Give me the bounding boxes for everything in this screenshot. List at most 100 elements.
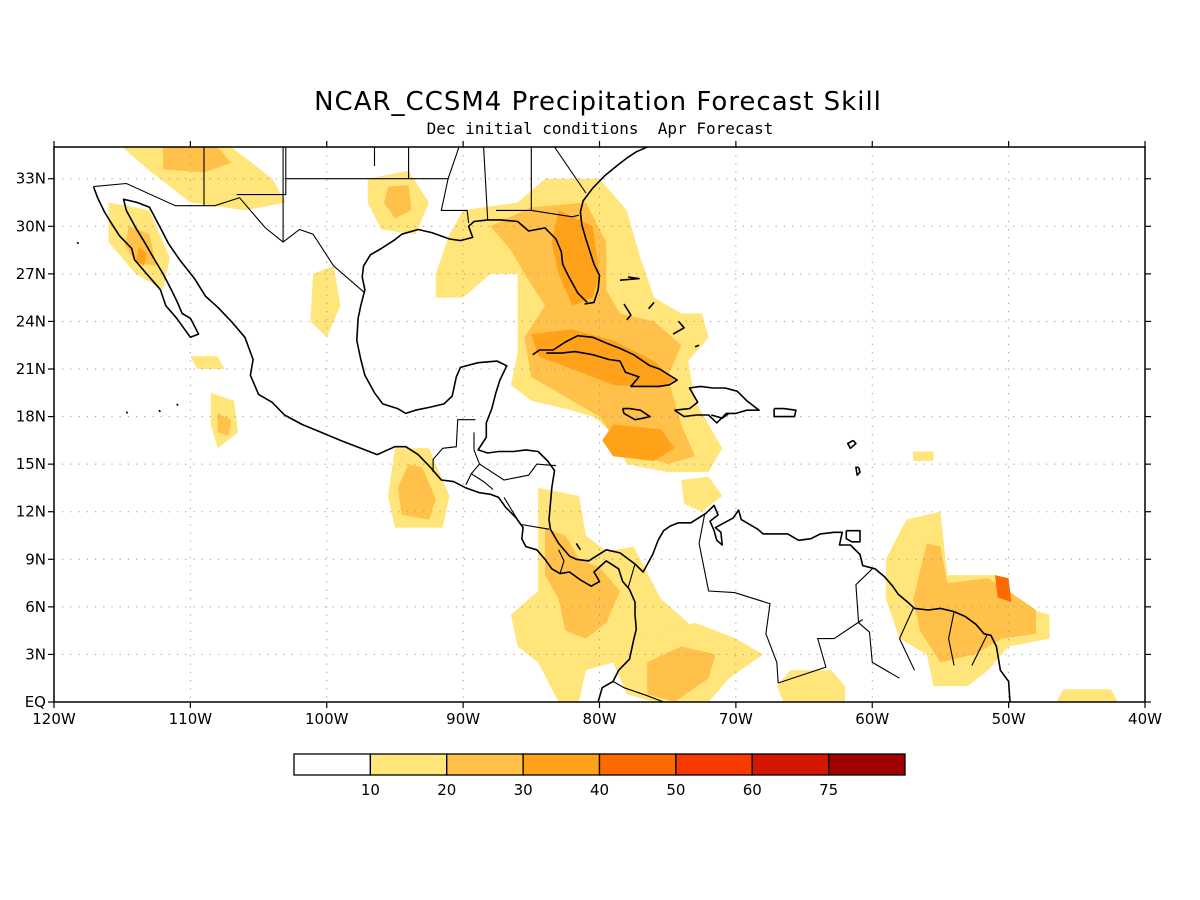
border-line <box>93 182 366 294</box>
color-legend: 10 20 30 40 50 60 75 <box>293 753 906 799</box>
coastline <box>846 439 857 450</box>
coastline <box>855 466 861 477</box>
legend-swatch <box>751 753 830 776</box>
legend-label: 60 <box>743 781 762 799</box>
skill-region <box>551 210 600 306</box>
skill-region <box>190 356 225 369</box>
border-line <box>971 635 988 666</box>
coastline <box>845 529 861 543</box>
border-line <box>483 147 489 220</box>
legend-label: 30 <box>514 781 533 799</box>
border-line <box>408 178 470 224</box>
border-line <box>948 611 955 666</box>
skill-region <box>163 147 232 173</box>
border-line <box>236 147 287 196</box>
legend-label: 75 <box>819 781 838 799</box>
skill-region <box>490 202 695 465</box>
skill-region <box>135 246 147 266</box>
skill-region <box>217 413 232 436</box>
map-subtitle: Dec initial conditions Apr Forecast <box>427 119 774 138</box>
lat-tick-label: 9N <box>25 550 46 568</box>
skill-region <box>124 226 157 266</box>
lat-tick-label: 30N <box>16 217 46 235</box>
legend-swatch <box>369 753 448 776</box>
lat-tick-label: 18N <box>16 408 46 426</box>
legend-label: 20 <box>437 781 456 799</box>
skill-region <box>397 464 436 520</box>
coastline <box>619 276 640 281</box>
skill-region <box>681 476 723 512</box>
border-line <box>479 463 556 481</box>
skill-region <box>384 185 412 219</box>
political-borders <box>93 147 988 702</box>
coastline <box>672 320 685 335</box>
skill-region <box>310 265 341 338</box>
border-line <box>855 568 900 679</box>
lat-tick-label: 21N <box>16 360 46 378</box>
coastline <box>355 219 1011 702</box>
axis-ticks: 120W 110W 100W 90W 80W 70W 60W 50W 40W EQ 3N 6N 9N 12… <box>16 141 1162 728</box>
lon-tick-label: 110W <box>169 710 213 728</box>
border-line <box>627 563 636 588</box>
border-line <box>531 209 580 218</box>
border-line <box>698 514 779 684</box>
coastline <box>647 301 655 310</box>
legend-swatch <box>675 753 753 776</box>
skill-region <box>602 424 675 461</box>
lon-tick-label: 50W <box>992 710 1026 728</box>
skill-shading <box>108 147 1118 702</box>
border-line <box>471 473 494 490</box>
skill-region <box>1056 689 1118 702</box>
border-line <box>495 147 532 211</box>
coastline <box>621 407 651 421</box>
coastline <box>176 403 179 407</box>
lon-tick-label: 90W <box>446 710 480 728</box>
lat-tick-label: 3N <box>25 645 46 663</box>
skill-region <box>647 646 716 702</box>
skill-region <box>995 575 1012 603</box>
coastline <box>158 409 162 413</box>
legend-label: 50 <box>666 781 685 799</box>
border-line <box>447 147 460 179</box>
legend-swatch <box>522 753 601 776</box>
lon-tick-label: 40W <box>1128 710 1162 728</box>
skill-region <box>913 451 934 461</box>
coastline <box>532 334 679 388</box>
lat-tick-label: 27N <box>16 265 46 283</box>
lon-tick-label: 70W <box>719 710 753 728</box>
coastline <box>579 147 648 305</box>
lat-tick-label: 33N <box>16 170 46 188</box>
legend-label: 10 <box>361 781 380 799</box>
border-line <box>465 449 481 486</box>
skill-region <box>776 670 845 702</box>
lat-tick-label: 24N <box>16 312 46 330</box>
coastline <box>575 542 582 551</box>
legend-swatch <box>293 753 372 776</box>
border-line <box>432 419 476 473</box>
lat-tick-label: EQ <box>25 693 46 711</box>
coastline <box>623 303 632 321</box>
legend-label: 40 <box>590 781 609 799</box>
border-line <box>778 619 864 684</box>
map-title: NCAR_CCSM4 Precipitation Forecast Skill <box>314 87 882 117</box>
border-line <box>558 549 565 574</box>
coastline <box>125 411 129 414</box>
skill-region <box>913 543 1036 663</box>
coastline <box>711 412 730 420</box>
lon-tick-label: 60W <box>855 710 889 728</box>
lat-tick-label: 6N <box>25 598 46 616</box>
lon-tick-label: 80W <box>583 710 617 728</box>
border-line <box>612 680 664 702</box>
coastline <box>773 407 797 418</box>
border-line <box>898 608 915 671</box>
coastline <box>694 344 700 348</box>
lon-tick-label: 120W <box>32 710 76 728</box>
legend-swatch <box>446 753 524 776</box>
skill-region <box>531 329 675 388</box>
coastline <box>674 385 760 424</box>
coastline <box>92 186 638 702</box>
coastline <box>76 241 80 245</box>
lat-tick-label: 15N <box>16 455 46 473</box>
coastlines <box>76 147 1011 702</box>
